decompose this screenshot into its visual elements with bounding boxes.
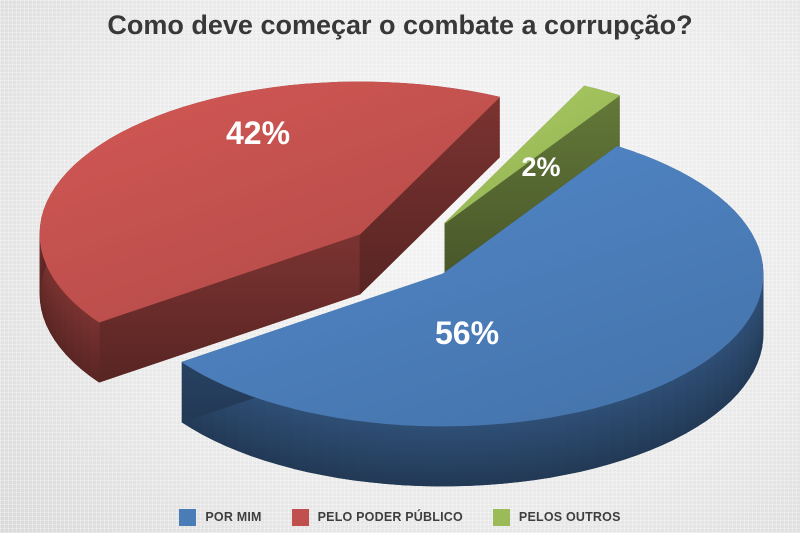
slice-side-face xyxy=(705,353,715,422)
chart-title: Como deve começar o combate a corrupção? xyxy=(107,10,693,40)
legend-swatch xyxy=(291,508,309,526)
slice-side-face xyxy=(661,378,675,446)
slice-side-face xyxy=(81,308,91,376)
slice-side-face xyxy=(609,399,624,465)
slice-side-face xyxy=(435,425,454,487)
slice-side-face xyxy=(737,325,744,394)
slice-side-face xyxy=(684,366,696,434)
slice-top-face xyxy=(39,81,500,323)
slice-side-face xyxy=(549,413,566,478)
slice-side-face xyxy=(264,399,280,465)
legend-swatch xyxy=(492,508,510,526)
legend-item[interactable]: POR MIM xyxy=(179,508,262,526)
slice-side-face xyxy=(695,360,706,428)
legend-label: PELOS OUTROS xyxy=(518,510,621,524)
slice-side-face xyxy=(743,318,750,387)
slice-side-face xyxy=(565,410,581,475)
slice-value-label: 42% xyxy=(226,115,290,151)
slice-side-face xyxy=(756,295,761,364)
slice-side-face xyxy=(636,389,651,456)
legend: POR MIM PELO PODER PÚBLICO PELOS OUTROS xyxy=(0,507,800,527)
legend-label: POR MIM xyxy=(205,510,262,524)
legend-swatch xyxy=(179,508,197,526)
legend-item[interactable]: PELO PODER PÚBLICO xyxy=(291,508,463,526)
slice-side-face xyxy=(468,424,487,486)
slice-top-face xyxy=(181,146,764,427)
slice-side-face xyxy=(60,286,67,356)
slice-side-face xyxy=(501,421,519,484)
slice-value-label: 2% xyxy=(521,152,560,182)
slice-side-face xyxy=(354,419,371,483)
slice-side-face xyxy=(452,425,470,487)
slice-side-face xyxy=(50,271,56,341)
slice-side-face xyxy=(66,294,74,363)
slice-side-face xyxy=(386,423,404,486)
slice-side-face xyxy=(730,333,738,402)
slice-side-face xyxy=(278,403,294,469)
slice-side-face xyxy=(370,421,388,485)
pie-slice[interactable] xyxy=(39,81,500,383)
slice-side-face xyxy=(752,303,758,372)
slice-side-face xyxy=(307,411,324,476)
slice-side-face xyxy=(250,395,266,461)
slice-side-face xyxy=(292,407,309,473)
slice-side-face xyxy=(649,384,663,451)
slice-side-face xyxy=(580,407,596,472)
slice-side-face xyxy=(748,310,754,380)
slice-side-face xyxy=(485,422,503,486)
slice-side-face xyxy=(322,414,340,479)
slice-side-face xyxy=(517,419,535,483)
slice-side-face xyxy=(46,264,51,333)
slice-side-face xyxy=(54,279,61,348)
slice-side-face xyxy=(89,315,100,383)
slice-side-face xyxy=(594,403,610,469)
legend-label: PELO PODER PÚBLICO xyxy=(317,510,463,524)
pie-slice[interactable] xyxy=(181,146,764,487)
slice-side-face xyxy=(419,425,437,487)
slice-side-face xyxy=(402,424,421,487)
legend-item[interactable]: PELOS OUTROS xyxy=(492,508,621,526)
slice-side-face xyxy=(673,372,686,440)
slice-side-face xyxy=(714,347,724,415)
slice-value-label: 56% xyxy=(435,315,499,351)
slice-side-face xyxy=(338,417,355,481)
slice-side-face xyxy=(533,416,551,481)
slice-top-face xyxy=(444,85,620,224)
slice-side-face xyxy=(73,301,82,370)
slice-side-face xyxy=(722,340,731,409)
slice-side-face xyxy=(623,394,638,460)
